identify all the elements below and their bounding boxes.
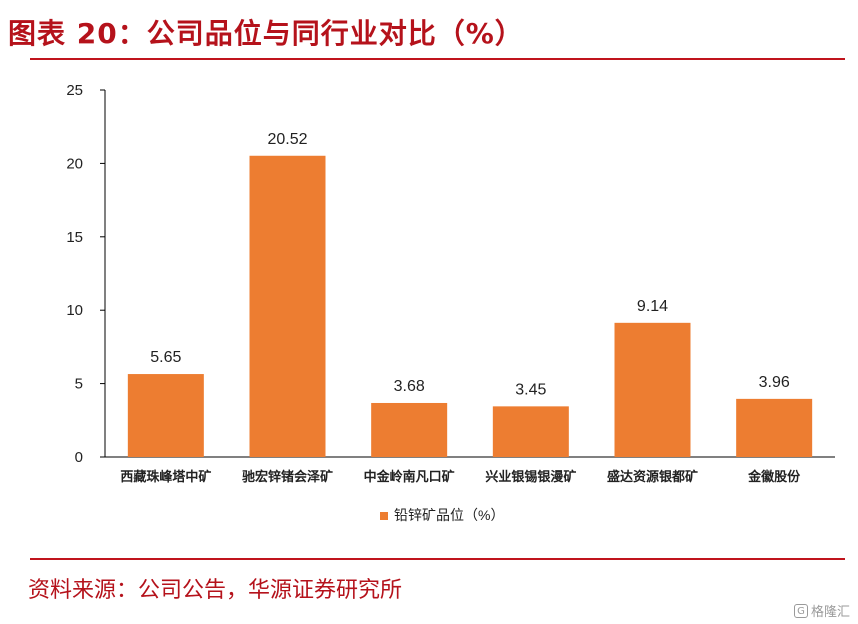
x-tick-label: 西藏珠峰塔中矿	[120, 469, 211, 484]
page-title: 图表 20：公司品位与同行业对比（%）	[8, 17, 524, 50]
data-label: 3.68	[394, 378, 425, 395]
y-tick-label: 25	[66, 82, 83, 99]
data-label: 5.65	[150, 349, 181, 366]
bar	[371, 402, 448, 457]
legend-swatch	[380, 512, 388, 520]
x-tick-label: 驰宏锌锗会泽矿	[242, 469, 333, 484]
y-tick-label: 15	[66, 229, 83, 246]
header-divider	[30, 58, 845, 60]
x-tick-label: 盛达资源银都矿	[607, 469, 698, 484]
footer-divider	[30, 558, 845, 560]
watermark-text: 格隆汇	[810, 605, 850, 620]
y-tick-label: 5	[75, 376, 83, 393]
y-tick-label: 20	[66, 155, 83, 172]
logo-icon: G	[793, 603, 808, 618]
source-note: 资料来源：公司公告，华源证券研究所	[28, 578, 403, 603]
data-label: 20.52	[267, 131, 307, 148]
x-tick-label: 兴业银锡银漫矿	[485, 469, 576, 484]
bar	[249, 155, 326, 457]
data-label: 3.96	[759, 374, 790, 391]
bar-chart: 0 5 10 15 20 25 5.65 西藏珠峰塔中矿 20.52 驰宏锌锗会泽矿 3.68 中金…	[66, 82, 835, 523]
bar	[614, 322, 691, 457]
x-tick-label: 金徽股份	[747, 469, 801, 484]
y-tick-label: 10	[66, 302, 83, 319]
y-tick-label: 0	[75, 449, 83, 466]
x-tick-label: 中金岭南凡口矿	[364, 469, 455, 484]
bar	[127, 374, 204, 457]
bar	[492, 406, 569, 457]
legend-label: 铅锌矿品位（%）	[394, 507, 504, 523]
data-label: 9.14	[637, 298, 668, 315]
data-label: 3.45	[515, 381, 546, 398]
bar	[736, 398, 813, 457]
watermark: G 格隆汇	[793, 601, 850, 620]
